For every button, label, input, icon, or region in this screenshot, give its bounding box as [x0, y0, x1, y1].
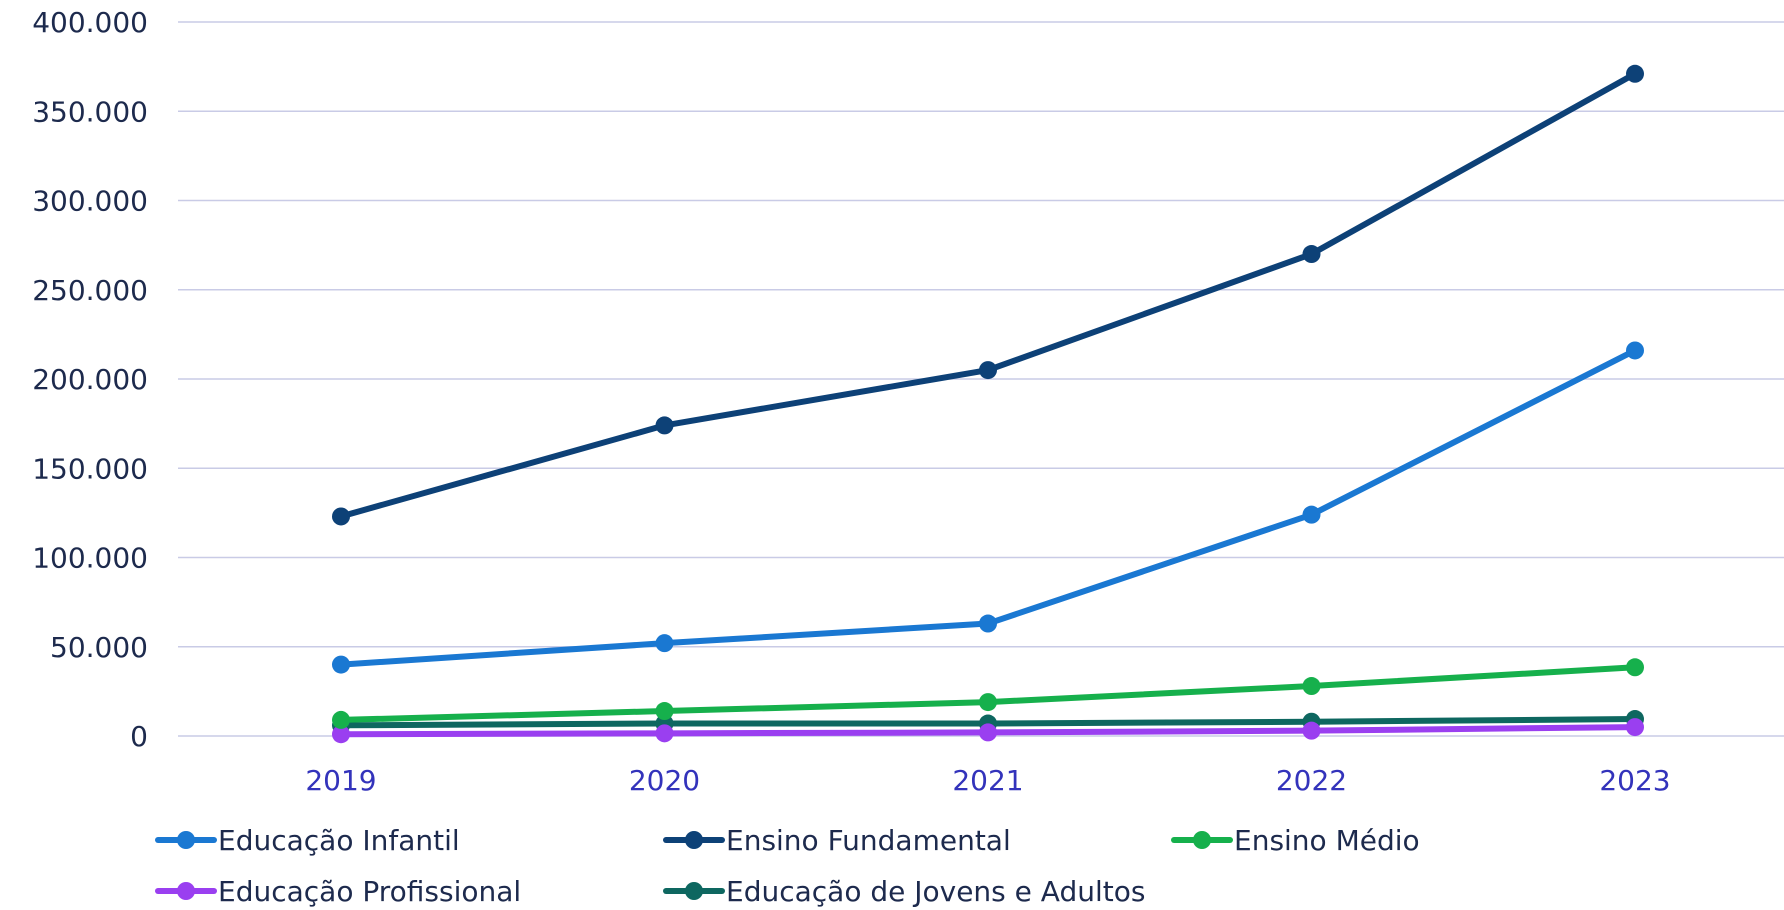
data-point [655, 702, 674, 721]
legend: Educação Infantil Ensino Fundamental Ensin… [155, 824, 1420, 908]
data-point [1626, 718, 1644, 737]
x-tick-label: 2019 [305, 764, 376, 797]
data-point [332, 655, 350, 674]
x-tick-label: 2022 [1276, 764, 1347, 797]
legend-item: Educação Infantil [155, 824, 460, 857]
data-point [655, 724, 674, 743]
legend-marker [1193, 831, 1211, 849]
y-tick-label: 0 [130, 720, 148, 753]
y-tick-label: 100.000 [32, 542, 148, 575]
legend-marker [177, 882, 195, 900]
legend-item: Educação de Jovens e Adultos [663, 875, 1145, 908]
legend-marker [177, 831, 195, 849]
legend-item: Ensino Médio [1171, 824, 1420, 857]
legend-label: Educação de Jovens e Adultos [726, 875, 1145, 908]
data-point [1302, 505, 1321, 524]
x-tick-label: 2020 [629, 764, 700, 797]
y-axis-ticks: 0 50.000 100.000 150.000 200.000 250.000 300.0… [32, 6, 148, 753]
y-tick-label: 400.000 [32, 6, 148, 39]
x-axis-ticks: 2019 2020 2021 2022 2023 [305, 764, 1670, 797]
data-point [979, 361, 997, 380]
series-2 [332, 658, 1644, 729]
data-point [979, 693, 997, 712]
data-point [1626, 64, 1644, 83]
legend-label: Educação Infantil [218, 824, 460, 857]
y-tick-label: 200.000 [32, 363, 148, 396]
y-tick-label: 250.000 [32, 274, 148, 307]
data-point [655, 416, 674, 435]
data-point [1626, 658, 1644, 677]
y-tick-label: 50.000 [50, 631, 148, 664]
gridlines [178, 21, 1784, 737]
data-point [979, 723, 997, 742]
y-tick-label: 150.000 [32, 452, 148, 485]
data-point [332, 507, 350, 526]
x-tick-label: 2023 [1599, 764, 1670, 797]
legend-item: Educação Profissional [155, 875, 521, 908]
data-point [332, 710, 350, 729]
x-tick-label: 2021 [952, 764, 1023, 797]
data-point [332, 725, 350, 744]
legend-label: Educação Profissional [218, 875, 521, 908]
data-point [1302, 245, 1321, 264]
legend-item: Ensino Fundamental [663, 824, 1011, 857]
series-lines [332, 64, 1644, 744]
data-point [979, 614, 997, 633]
data-point [1302, 677, 1321, 696]
legend-label: Ensino Médio [1234, 824, 1420, 857]
y-tick-label: 350.000 [32, 95, 148, 128]
series-1 [332, 64, 1644, 526]
legend-label: Ensino Fundamental [726, 824, 1011, 857]
data-point [1626, 341, 1644, 360]
legend-marker [685, 882, 703, 900]
series-0 [332, 341, 1644, 674]
legend-marker [685, 831, 703, 849]
data-point [1302, 721, 1321, 740]
y-tick-label: 300.000 [32, 185, 148, 218]
series-3 [332, 718, 1644, 744]
data-point [655, 634, 674, 653]
